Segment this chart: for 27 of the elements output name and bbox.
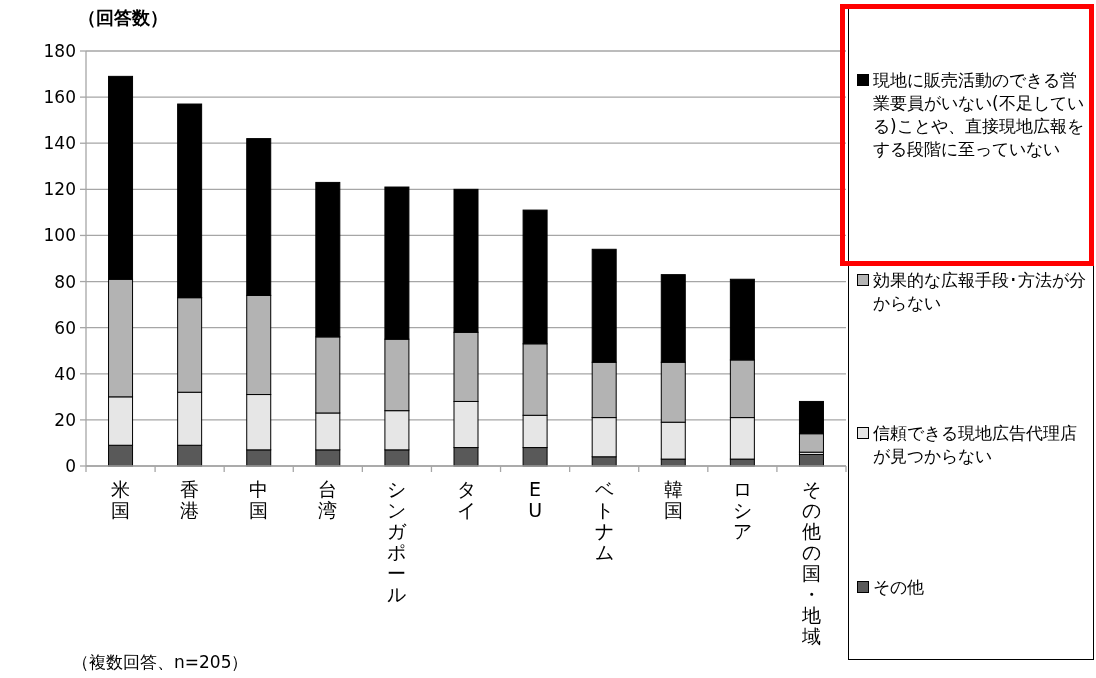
y-tick-label: 20 [54, 409, 76, 430]
x-tick-label: シンガポール [387, 478, 408, 605]
x-tick-label: 中国 [249, 478, 269, 521]
x-tick-label: 米国 [111, 478, 131, 521]
x-tick-label: 台湾 [318, 478, 338, 521]
y-tick-label: 100 [43, 225, 76, 246]
y-tick-label: 80 [54, 271, 76, 292]
y-axis-title: （回答数） [78, 7, 168, 28]
y-tick-label: 180 [43, 41, 76, 61]
x-tick-label: タイ [456, 478, 476, 521]
legend-label: 現地に販売活動のできる営業要員がいない(不足している)ことや、直接現地広報をする段階に至っていない [873, 68, 1085, 161]
legend-label: 効果的な広報手段･方法が分からない [873, 268, 1087, 315]
x-tick-label: 韓国 [663, 478, 683, 521]
legend-label: 信頼できる現地広告代理店が見つからない [873, 422, 1078, 469]
x-tick-label: EU [528, 478, 543, 521]
y-tick-label: 0 [65, 456, 76, 476]
y-tick-label: 120 [43, 179, 76, 200]
legend-label: その他 [873, 576, 924, 600]
y-tick-label: 40 [54, 363, 76, 384]
x-tick-label: 香港 [180, 478, 200, 521]
x-tick-label: その他の国・地域 [800, 478, 821, 647]
y-tick-label: 140 [43, 133, 76, 154]
text: （複数回答、n=205） [72, 652, 249, 672]
y-tick-label: 160 [43, 87, 76, 108]
x-tick-label: ベトナム [594, 478, 614, 563]
y-tick-label: 60 [54, 317, 76, 338]
x-tick-label: ロシア [732, 478, 752, 542]
